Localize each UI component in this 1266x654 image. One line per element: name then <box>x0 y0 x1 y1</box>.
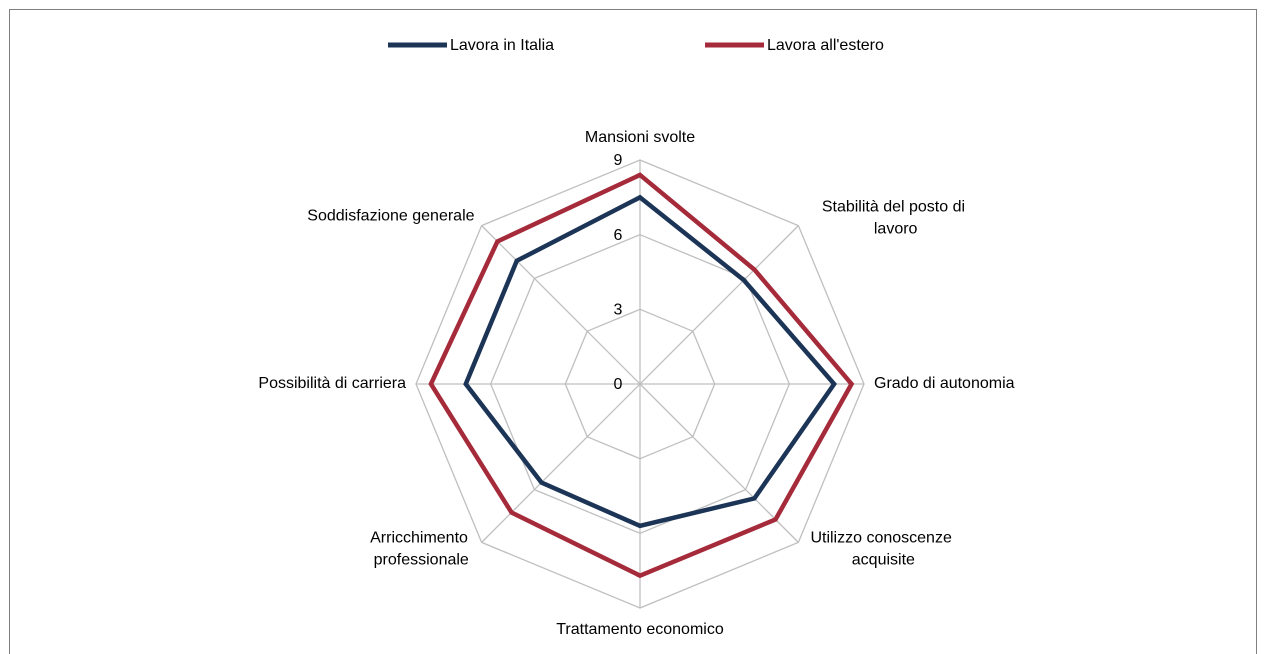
series-line <box>428 172 855 579</box>
spoke <box>639 225 799 385</box>
category-label: Possibilità di carriera <box>258 375 406 392</box>
spoke <box>481 383 641 543</box>
tick-label: 9 <box>614 152 623 169</box>
legend-label: Lavora all'estero <box>767 37 884 54</box>
tick-label: 0 <box>614 376 623 393</box>
category-label: Utilizzo conoscenze acquisite <box>810 530 956 569</box>
spoke <box>481 225 641 385</box>
legend: Lavora in Italia Lavora all'estero <box>388 37 884 54</box>
spoke <box>639 383 799 543</box>
legend-label: Lavora in Italia <box>450 37 554 54</box>
category-label: Arricchimento professionale <box>370 530 472 569</box>
tick-label: 3 <box>614 302 623 319</box>
series-line <box>463 194 837 529</box>
frame <box>9 9 1257 654</box>
category-label: Stabilità del posto di lavoro <box>822 199 970 238</box>
category-label: Trattamento economico <box>556 621 724 638</box>
tick-label: 6 <box>614 227 623 244</box>
category-label: Soddisfazione generale <box>307 208 474 225</box>
category-label: Grado di autonomia <box>874 375 1015 392</box>
category-label: Mansioni svolte <box>585 129 695 146</box>
